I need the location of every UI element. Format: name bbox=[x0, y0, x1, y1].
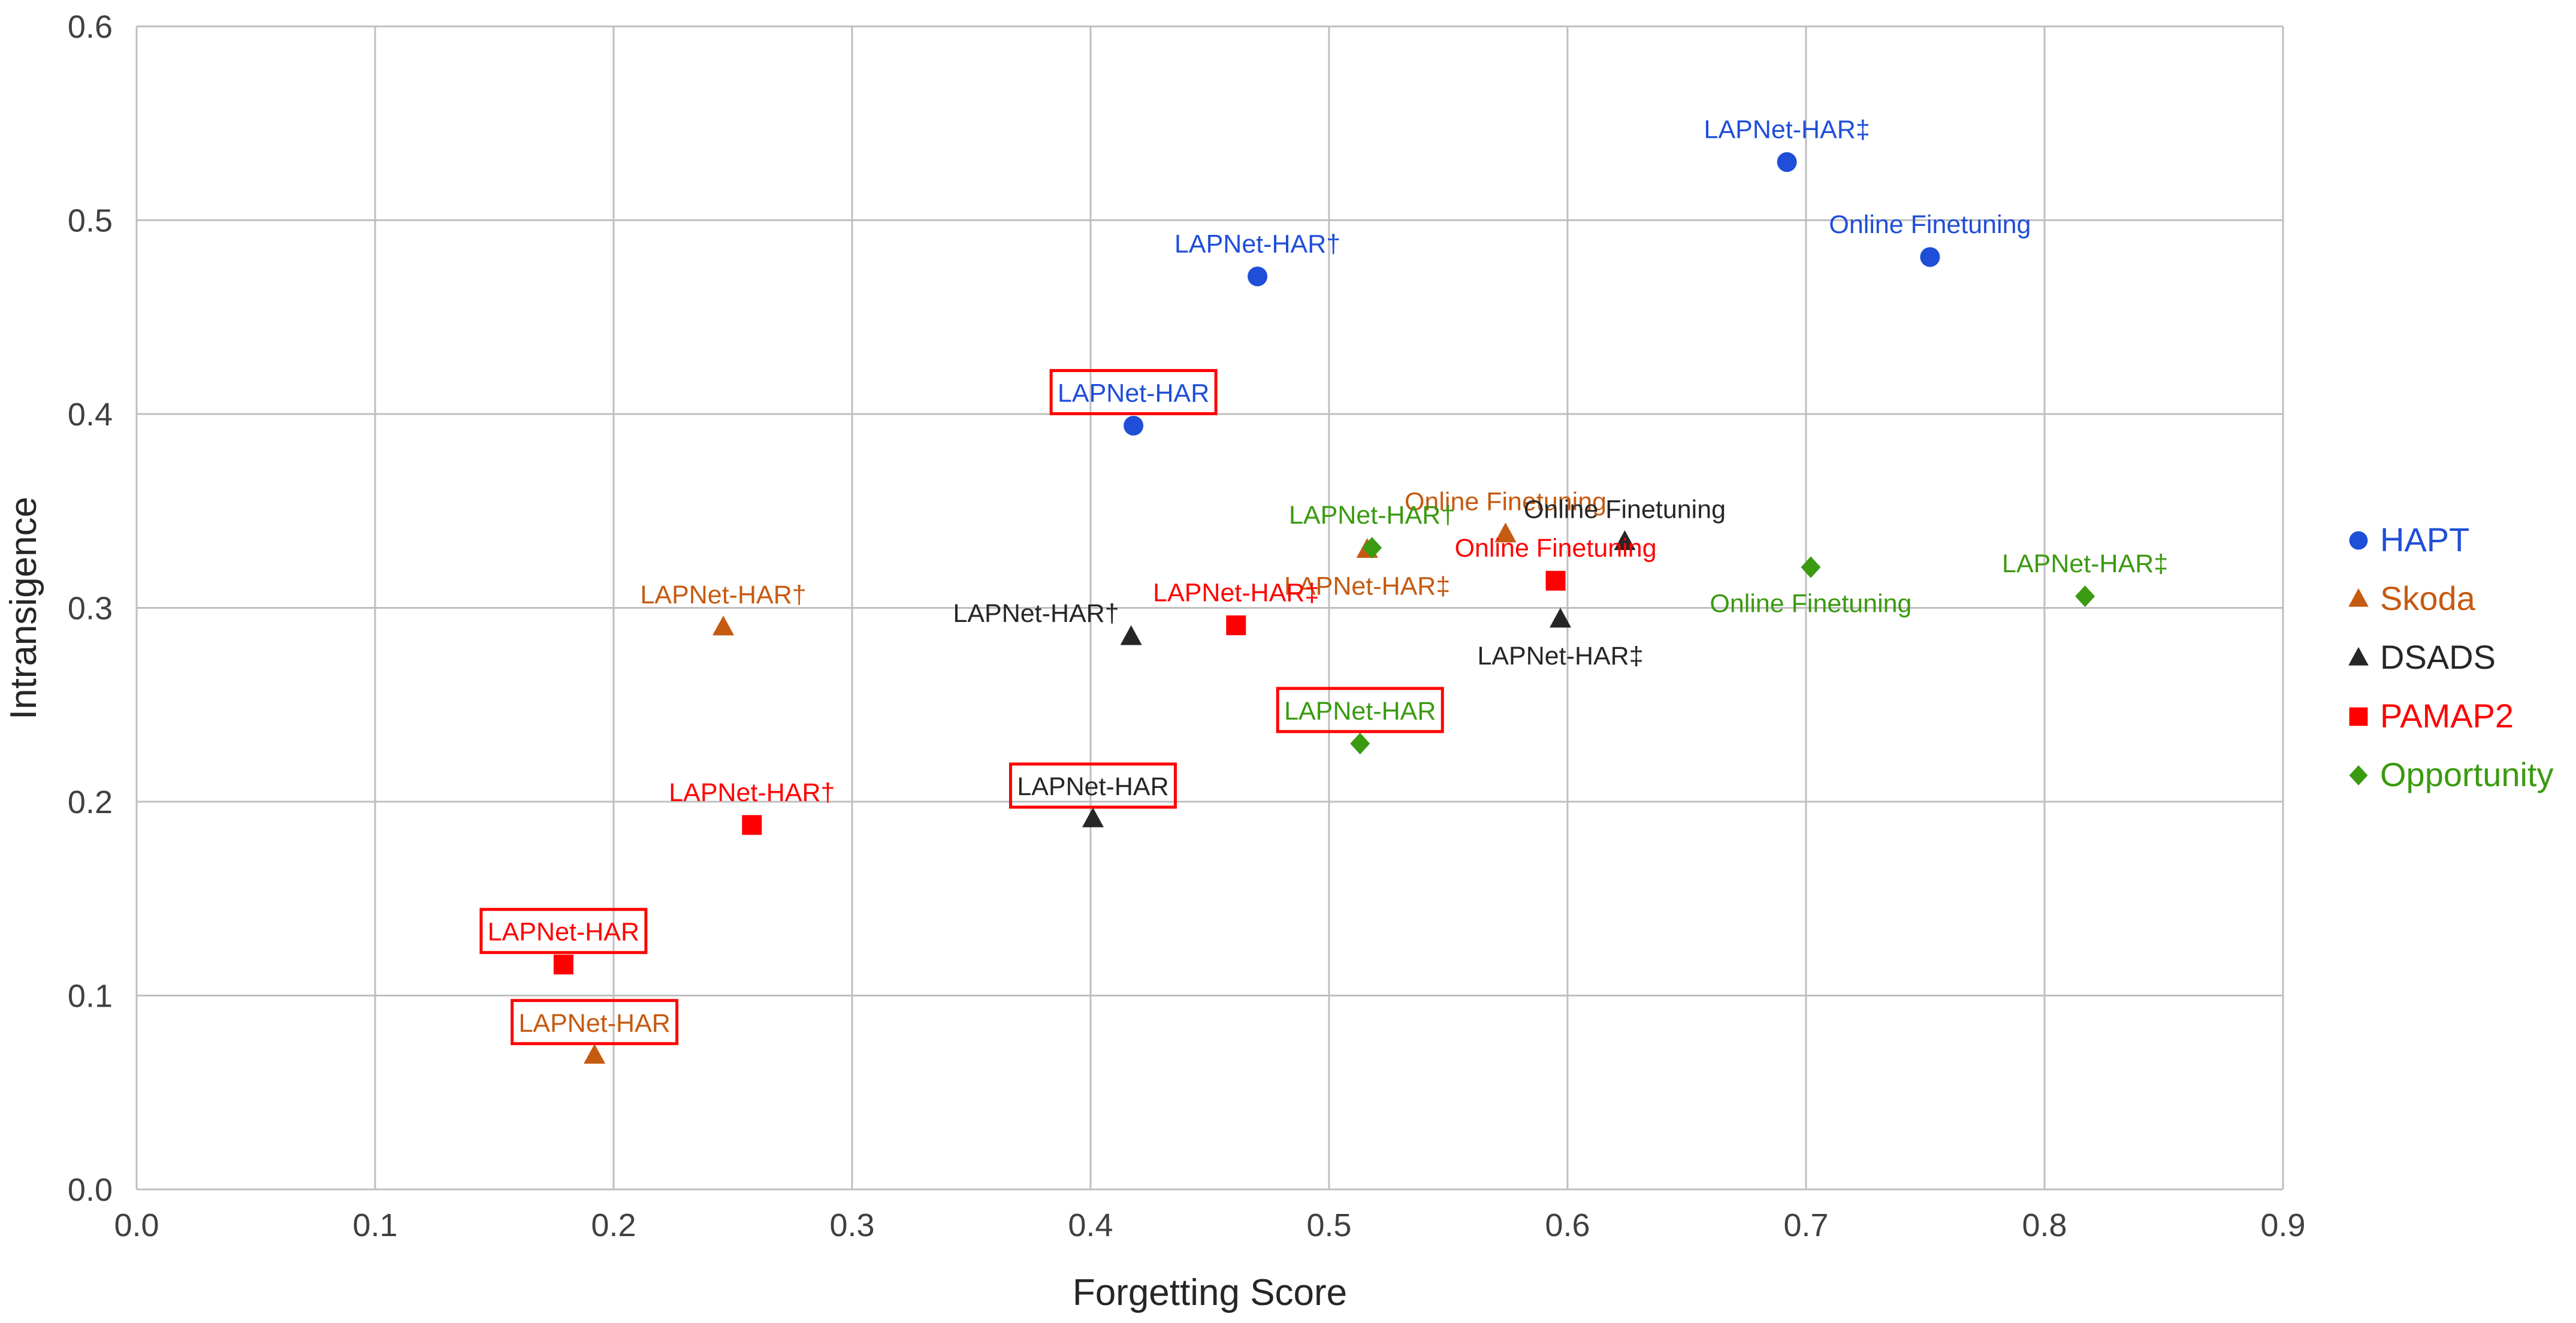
legend-marker bbox=[2348, 588, 2369, 607]
point-label: LAPNet-HAR‡ bbox=[1153, 579, 1319, 608]
point-label: LAPNet-HAR† bbox=[1289, 501, 1455, 530]
pamap2-point bbox=[742, 815, 762, 835]
point-label: LAPNet-HAR bbox=[488, 918, 639, 947]
opportunity-point bbox=[1362, 537, 1382, 559]
y-tick-label: 0.3 bbox=[68, 591, 113, 627]
legend-entry: HAPT bbox=[2380, 521, 2469, 558]
x-axis-title: Forgetting Score bbox=[1073, 1272, 1347, 1313]
y-tick-label: 0.1 bbox=[68, 978, 113, 1014]
pamap2-point bbox=[553, 955, 573, 975]
y-tick-label: 0.2 bbox=[68, 784, 113, 820]
legend-entry: Skoda bbox=[2380, 579, 2476, 617]
y-tick-label: 0.5 bbox=[68, 203, 113, 239]
dsads-point bbox=[1550, 608, 1572, 628]
y-axis-title: Intransigence bbox=[3, 497, 44, 720]
dsads-point bbox=[1120, 625, 1142, 645]
point-label: Online Finetuning bbox=[1455, 534, 1657, 563]
point-label: Online Finetuning bbox=[1405, 488, 1606, 516]
data-points bbox=[553, 152, 2095, 1064]
legend-marker bbox=[2349, 765, 2368, 786]
pamap2-point bbox=[1226, 615, 1246, 636]
x-tick-label: 0.2 bbox=[591, 1207, 636, 1243]
point-label: LAPNet-HAR† bbox=[1174, 229, 1340, 258]
point-label: LAPNet-HAR† bbox=[640, 581, 806, 609]
highlight-box bbox=[1276, 687, 1444, 733]
legend-entry: PAMAP2 bbox=[2380, 697, 2514, 735]
skoda-point bbox=[1494, 522, 1517, 543]
point-label: Online Finetuning bbox=[1829, 210, 2031, 239]
point-label: LAPNet-HAR† bbox=[669, 778, 835, 807]
hapt-point bbox=[1248, 266, 1268, 286]
highlight-box bbox=[479, 908, 648, 955]
legend-marker bbox=[2349, 531, 2368, 550]
point-label: Online Finetuning bbox=[1524, 496, 1726, 524]
opportunity-point bbox=[2075, 585, 2095, 608]
point-label: LAPNet-HAR bbox=[1017, 772, 1168, 801]
x-tick-label: 0.6 bbox=[1545, 1207, 1590, 1243]
highlight-box bbox=[1049, 368, 1218, 415]
x-tick-label: 0.5 bbox=[1306, 1207, 1351, 1243]
point-label: LAPNet-HAR bbox=[1058, 379, 1209, 407]
point-label: LAPNet-HAR‡ bbox=[1704, 115, 1870, 144]
hapt-point bbox=[1920, 247, 1940, 267]
x-tick-label: 0.3 bbox=[829, 1207, 874, 1243]
x-tick-label: 0.9 bbox=[2260, 1207, 2305, 1243]
hapt-point bbox=[1777, 152, 1797, 172]
tick-labels: 0.0 0.1 0.2 0.3 0.4 0.5 0.6 0.7 0.8 0.9 0.0 0.1 0.2 0… bbox=[68, 9, 2306, 1243]
hapt-point bbox=[1124, 415, 1144, 436]
dsads-point bbox=[1614, 530, 1636, 551]
point-label: LAPNet-HAR bbox=[519, 1009, 671, 1038]
point-label: LAPNet-HAR‡ bbox=[1477, 642, 1643, 670]
x-tick-label: 0.1 bbox=[352, 1207, 397, 1243]
y-tick-label: 0.0 bbox=[68, 1172, 113, 1208]
highlight-box bbox=[511, 999, 679, 1046]
highlight-box bbox=[1008, 762, 1177, 809]
pamap2-point bbox=[1545, 570, 1566, 591]
y-tick-label: 0.6 bbox=[68, 9, 113, 45]
point-label: LAPNet-HAR† bbox=[953, 599, 1119, 628]
point-label: LAPNet-HAR‡ bbox=[2002, 549, 2168, 578]
legend-marker bbox=[2349, 707, 2368, 726]
point-label: LAPNet-HAR‡ bbox=[1284, 572, 1450, 600]
point-label: Online Finetuning bbox=[1710, 590, 1911, 618]
dsads-point bbox=[1082, 807, 1104, 827]
skoda-point bbox=[584, 1044, 606, 1064]
x-tick-label: 0.0 bbox=[114, 1207, 159, 1243]
legend: HAPT Skoda DSADS PAMAP2 Opportunity bbox=[2348, 521, 2554, 793]
y-tick-label: 0.4 bbox=[68, 397, 113, 433]
skoda-point bbox=[712, 615, 735, 636]
point-label: LAPNet-HAR bbox=[1284, 697, 1436, 726]
x-tick-label: 0.8 bbox=[2022, 1207, 2067, 1243]
opportunity-point bbox=[1801, 556, 1821, 578]
x-tick-label: 0.7 bbox=[1783, 1207, 1828, 1243]
legend-entry: Opportunity bbox=[2380, 756, 2554, 793]
legend-entry: DSADS bbox=[2380, 638, 2496, 676]
legend-marker bbox=[2348, 647, 2369, 666]
opportunity-point bbox=[1350, 732, 1370, 754]
x-tick-label: 0.4 bbox=[1068, 1207, 1113, 1243]
